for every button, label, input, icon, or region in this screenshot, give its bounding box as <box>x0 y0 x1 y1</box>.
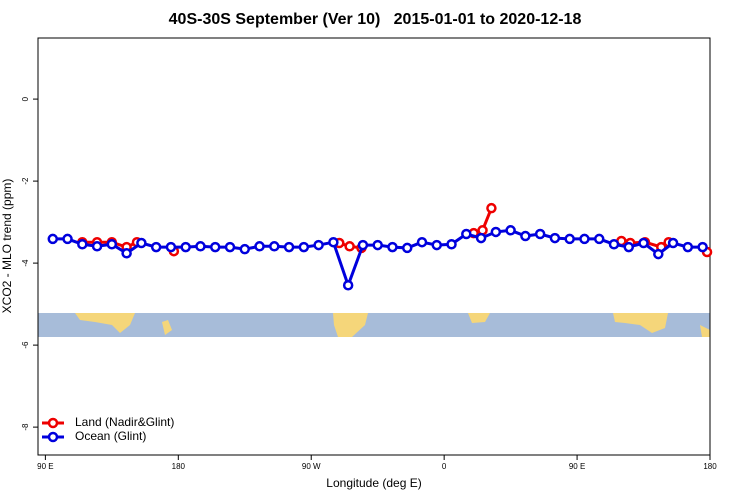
x-tick-label: 90 E <box>37 462 53 471</box>
y-tick-label: -4 <box>21 259 30 267</box>
data-point <box>682 241 694 253</box>
data-point <box>91 241 103 252</box>
data-point <box>653 248 664 260</box>
legend-marker <box>47 417 59 429</box>
map-strip <box>38 313 710 337</box>
y-tick-label: 0 <box>21 96 30 101</box>
data-point <box>328 236 339 248</box>
data-point <box>62 233 73 245</box>
data-point <box>549 232 561 244</box>
y-tick-label: -8 <box>21 423 30 431</box>
data-point <box>298 241 310 253</box>
chart-title: 40S-30S September (Ver 10) 2015-01-01 to… <box>169 11 582 28</box>
data-point <box>357 239 369 251</box>
data-point <box>505 225 516 236</box>
data-point <box>239 243 251 255</box>
legend: Land (Nadir&Glint)Ocean (Glint) <box>42 415 174 443</box>
data-point <box>579 233 590 245</box>
data-point <box>283 241 295 253</box>
data-point <box>608 238 620 250</box>
x-tick-label: 90 W <box>302 462 321 471</box>
data-point <box>446 238 457 250</box>
data-point <box>697 241 708 253</box>
data-point <box>77 238 88 250</box>
data-point <box>47 233 59 245</box>
data-point <box>431 239 443 251</box>
data-point <box>313 239 324 251</box>
x-axis-label: Longitude (deg E) <box>326 476 421 490</box>
data-point <box>342 279 354 291</box>
legend-label: Land (Nadir&Glint) <box>75 415 174 429</box>
data-point <box>461 228 472 240</box>
x-tick-label: 90 E <box>569 462 585 471</box>
data-point <box>564 233 575 245</box>
y-axis-label: XCO2 - MLO trend (ppm) <box>0 179 14 314</box>
data-point <box>490 226 502 238</box>
data-point <box>667 237 679 249</box>
data-point <box>623 241 635 253</box>
data-point <box>150 241 162 253</box>
legend-label: Ocean (Glint) <box>75 429 146 443</box>
data-point <box>121 248 132 259</box>
data-point <box>372 239 383 251</box>
data-point <box>209 241 221 253</box>
data-point <box>638 237 649 249</box>
x-tick-label: 180 <box>703 462 717 471</box>
data-point <box>387 241 398 253</box>
x-tick-label: 180 <box>172 462 186 471</box>
data-point <box>224 241 236 253</box>
data-point <box>344 241 355 252</box>
data-point <box>520 230 531 242</box>
data-point <box>475 232 487 244</box>
data-point <box>195 241 206 252</box>
data-point <box>254 241 265 252</box>
data-point <box>416 236 428 248</box>
data-point <box>534 228 546 240</box>
y-tick-label: -6 <box>21 341 30 349</box>
y-tick-label: -2 <box>21 177 30 185</box>
data-point <box>106 238 118 250</box>
data-point <box>136 237 147 249</box>
data-point <box>401 242 413 254</box>
data-point <box>593 233 605 245</box>
x-tick-label: 0 <box>442 462 447 471</box>
plot-frame <box>37 37 711 456</box>
data-point <box>180 241 191 253</box>
data-point <box>165 241 177 253</box>
data-point <box>269 241 280 252</box>
data-point <box>486 202 497 214</box>
series-line <box>52 228 703 290</box>
legend-marker <box>47 431 59 443</box>
